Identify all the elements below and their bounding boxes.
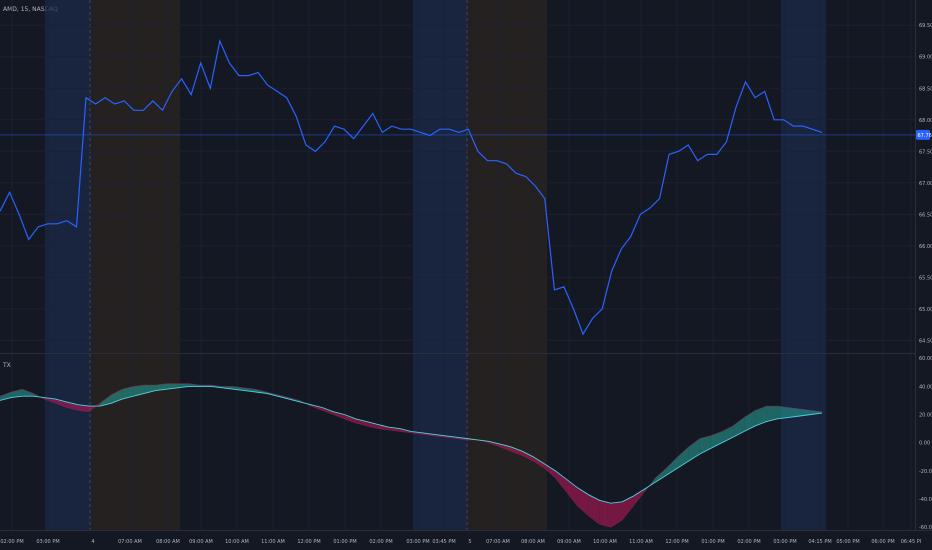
tx-fill-up bbox=[99, 394, 112, 407]
tx-fill-down bbox=[599, 500, 611, 528]
tx-fill-down bbox=[55, 399, 67, 408]
indicator-tick-label: 20.00 bbox=[919, 413, 932, 419]
price-line bbox=[0, 39, 823, 336]
tx-fill-down bbox=[499, 444, 511, 452]
y-tick-label: 68.00 bbox=[919, 118, 932, 124]
y-tick-label: 66.00 bbox=[919, 244, 932, 250]
x-tick-label: 03:00 PM bbox=[36, 539, 59, 545]
x-tick-label: 01:00 PM bbox=[701, 539, 724, 545]
x-tick-label: 10:00 AM bbox=[225, 539, 249, 545]
x-tick-label: 02:00 PM bbox=[0, 539, 23, 545]
tx-fill-down bbox=[633, 489, 645, 507]
x-tick-label: 06:45 PI bbox=[901, 539, 922, 545]
tx-fill-down bbox=[344, 414, 356, 423]
tx-signal-line bbox=[0, 385, 823, 504]
tx-fill-down bbox=[355, 418, 367, 426]
tx-fill-up bbox=[799, 408, 811, 416]
tx-fill-down bbox=[622, 496, 634, 521]
tx-fill-down bbox=[577, 487, 589, 516]
x-tick-label: 04:15 PM bbox=[808, 539, 831, 545]
tx-fill-down bbox=[522, 451, 534, 462]
y-tick-label: 68.50 bbox=[919, 86, 932, 92]
session-band bbox=[90, 0, 180, 530]
x-tick-label: 05:00 PM bbox=[836, 539, 859, 545]
y-tick-label: 65.00 bbox=[919, 307, 932, 313]
x-tick-label: 03:00 PM bbox=[773, 539, 796, 545]
tx-fill-down bbox=[333, 411, 345, 419]
y-tick-label: 69.00 bbox=[919, 55, 932, 61]
y-tick-label: 64.50 bbox=[919, 338, 932, 344]
x-tick-label: 11:00 AM bbox=[629, 539, 653, 545]
x-tick-label: 02:00 PM bbox=[369, 539, 392, 545]
session-band bbox=[467, 0, 547, 530]
x-tick-label: 03:45 PM bbox=[432, 539, 455, 545]
indicator-tick-label: 0.00 bbox=[919, 441, 930, 447]
tx-fill-up bbox=[788, 407, 800, 418]
tx-fill-up bbox=[655, 468, 667, 483]
x-tick-label: 10:00 AM bbox=[593, 539, 617, 545]
tx-fill-up bbox=[144, 384, 156, 394]
tx-fill-down bbox=[311, 404, 323, 411]
tx-fill-down bbox=[77, 404, 89, 412]
indicator-tick-label: -60.00 bbox=[919, 525, 932, 531]
x-tick-label: 03:00 PM bbox=[406, 539, 429, 545]
y-tick-label: 65.50 bbox=[919, 275, 932, 281]
x-tick-label: 06:00 PM bbox=[871, 539, 894, 545]
tx-fill-up bbox=[122, 386, 134, 400]
tx-fill-down bbox=[544, 463, 556, 478]
last-price-tag bbox=[916, 129, 930, 140]
tx-fast-line bbox=[0, 383, 823, 528]
tx-fill-down bbox=[533, 456, 545, 469]
tx-fill-down bbox=[588, 494, 600, 525]
tx-fill-up bbox=[133, 384, 145, 397]
indicator-tick-label: 40.00 bbox=[919, 384, 932, 390]
tx-fill-down bbox=[322, 407, 334, 415]
x-tick-label: 5 bbox=[468, 539, 471, 545]
x-tick-label: 09:00 AM bbox=[557, 539, 581, 545]
y-tick-label: 69.50 bbox=[919, 23, 932, 29]
session-band bbox=[781, 0, 826, 530]
x-tick-label: 02:00 PM bbox=[737, 539, 760, 545]
tx-fill-up bbox=[755, 406, 767, 426]
y-tick-label: 67.00 bbox=[919, 181, 932, 187]
tx-fill-up bbox=[188, 383, 200, 387]
tx-fill-down bbox=[366, 421, 378, 429]
x-tick-label: 4 bbox=[91, 539, 94, 545]
x-tick-label: 08:00 AM bbox=[156, 539, 180, 545]
x-tick-label: 11:00 AM bbox=[261, 539, 285, 545]
tx-fill-up bbox=[666, 456, 678, 476]
y-tick-label: 67.50 bbox=[919, 149, 932, 155]
y-tick-label: 66.50 bbox=[919, 212, 932, 218]
tx-fill-down bbox=[555, 470, 567, 492]
indicator-tick-label: -40.00 bbox=[919, 497, 932, 503]
last-price-label: 67.76 bbox=[918, 133, 932, 139]
x-tick-label: 09:00 AM bbox=[189, 539, 213, 545]
session-band bbox=[45, 0, 90, 530]
x-tick-label: 01:00 PM bbox=[333, 539, 356, 545]
x-tick-label: 07:00 AM bbox=[486, 539, 510, 545]
tx-fill-down bbox=[510, 446, 523, 456]
tx-fill-up bbox=[155, 383, 167, 391]
indicator-tick-label: 60.00 bbox=[919, 356, 932, 362]
x-tick-label: 12:00 PM bbox=[665, 539, 688, 545]
session-band bbox=[413, 0, 467, 530]
tx-fill-up bbox=[22, 389, 34, 397]
x-tick-label: 08:00 AM bbox=[521, 539, 545, 545]
x-tick-label: 12:00 PM bbox=[297, 539, 320, 545]
tx-fill-up bbox=[255, 389, 267, 394]
indicator-tick-label: -20.00 bbox=[919, 469, 932, 475]
tx-fill-down bbox=[377, 424, 389, 431]
tx-fill-up bbox=[733, 417, 745, 438]
legend-indicator: TX bbox=[3, 362, 11, 369]
tx-fill-down bbox=[610, 501, 623, 528]
legend-symbol: AMD, 15, NASDAQ bbox=[3, 6, 58, 13]
tx-fill-up bbox=[766, 406, 778, 422]
tx-fill-up bbox=[777, 406, 789, 419]
x-tick-label: 07:00 AM bbox=[118, 539, 142, 545]
